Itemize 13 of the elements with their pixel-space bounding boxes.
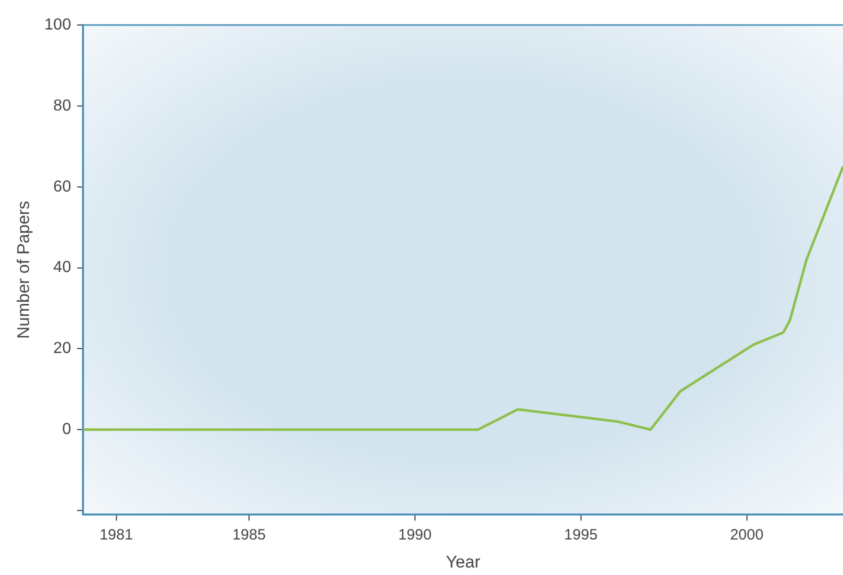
y-axis-title: Number of Papers [14,200,33,339]
x-tick-label: 1985 [232,526,266,544]
x-tick-label: 2000 [730,526,764,544]
y-tick-label: 20 [53,340,72,358]
x-tick-label: 1990 [398,526,432,544]
y-tick-label: 40 [53,259,72,276]
x-axis-title: Year [446,552,481,572]
x-tick-label: 1981 [100,526,133,544]
y-tick-label: 60 [53,178,72,196]
x-tick-label: 1995 [564,526,598,544]
y-tick-label: 100 [44,16,72,34]
y-tick-label: 0 [62,421,72,438]
y-tick-label: 80 [53,97,72,114]
